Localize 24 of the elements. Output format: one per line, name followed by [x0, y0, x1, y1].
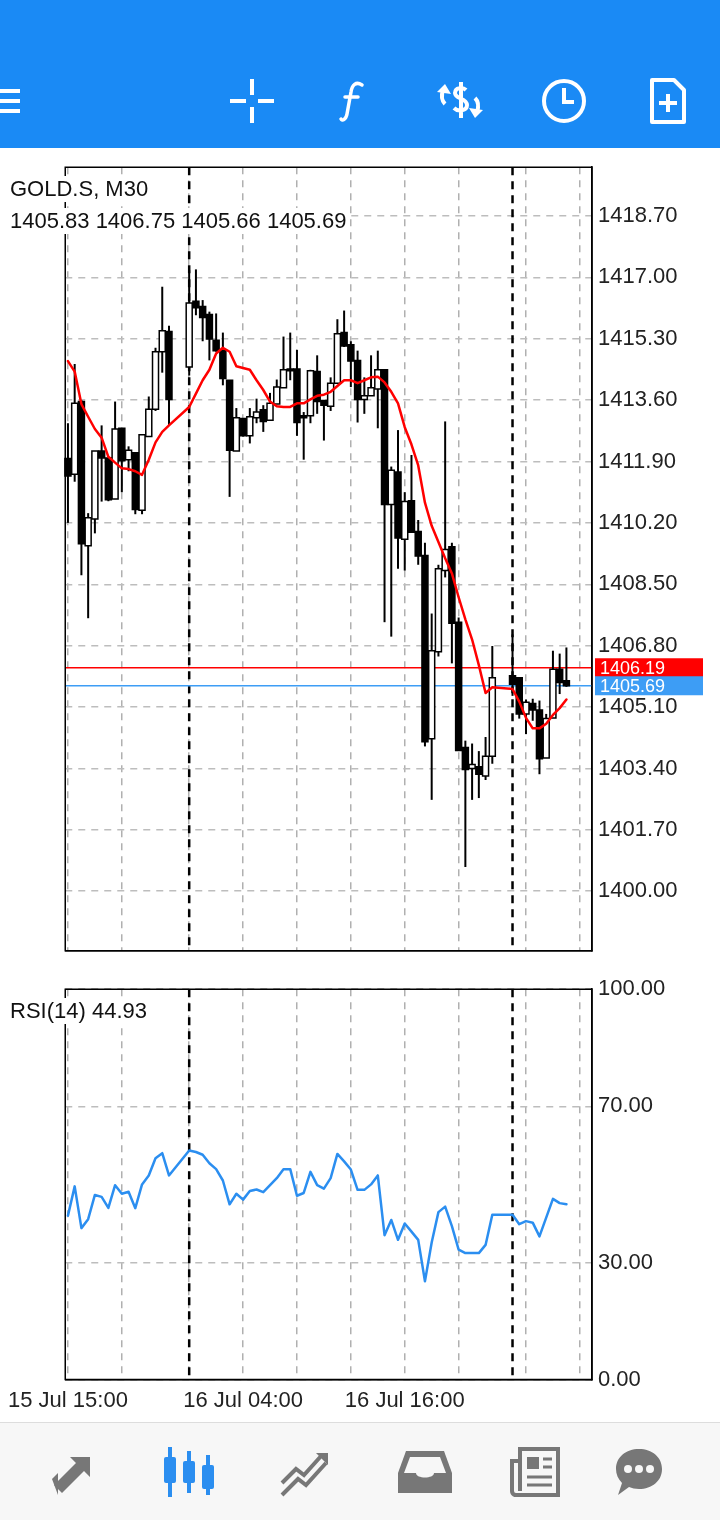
y-tick-label: 1413.60: [598, 386, 678, 412]
y-tick-label: 1418.70: [598, 202, 678, 228]
y-tick-label: 1417.00: [598, 263, 678, 289]
y-tick-label: 1406.80: [598, 631, 678, 657]
y-tick-label: 1415.30: [598, 324, 678, 350]
y-tick-label: 1403.40: [598, 754, 678, 780]
ref-line-label: 1405.69: [600, 675, 666, 696]
y-tick-label: 1410.20: [598, 508, 678, 534]
text: 1405.83 1406.75 1405.66 1405.69: [8, 208, 349, 234]
y-tick-label: 30.00: [598, 1248, 654, 1274]
y-tick-label: 0.00: [598, 1365, 641, 1391]
y-tick-label: 1411.90: [598, 447, 676, 473]
ref-line-label: 1406.19: [600, 657, 666, 678]
y-tick-label: 1400.00: [598, 877, 678, 903]
x-tick-label: 16 Jul 04:00: [183, 1386, 304, 1412]
chart-title: RSI(14) 44.93: [8, 998, 149, 1024]
y-tick-label: 1408.50: [598, 570, 678, 596]
y-tick-label: 100.00: [598, 975, 666, 1001]
chart-title: GOLD.S, M30: [8, 176, 151, 202]
y-tick-label: 1405.10: [598, 693, 678, 719]
y-tick-label: 70.00: [598, 1092, 654, 1118]
x-tick-label: 15 Jul 15:00: [8, 1386, 128, 1412]
y-tick-label: 1401.70: [598, 815, 678, 841]
x-tick-label: 16 Jul 16:00: [344, 1386, 465, 1412]
